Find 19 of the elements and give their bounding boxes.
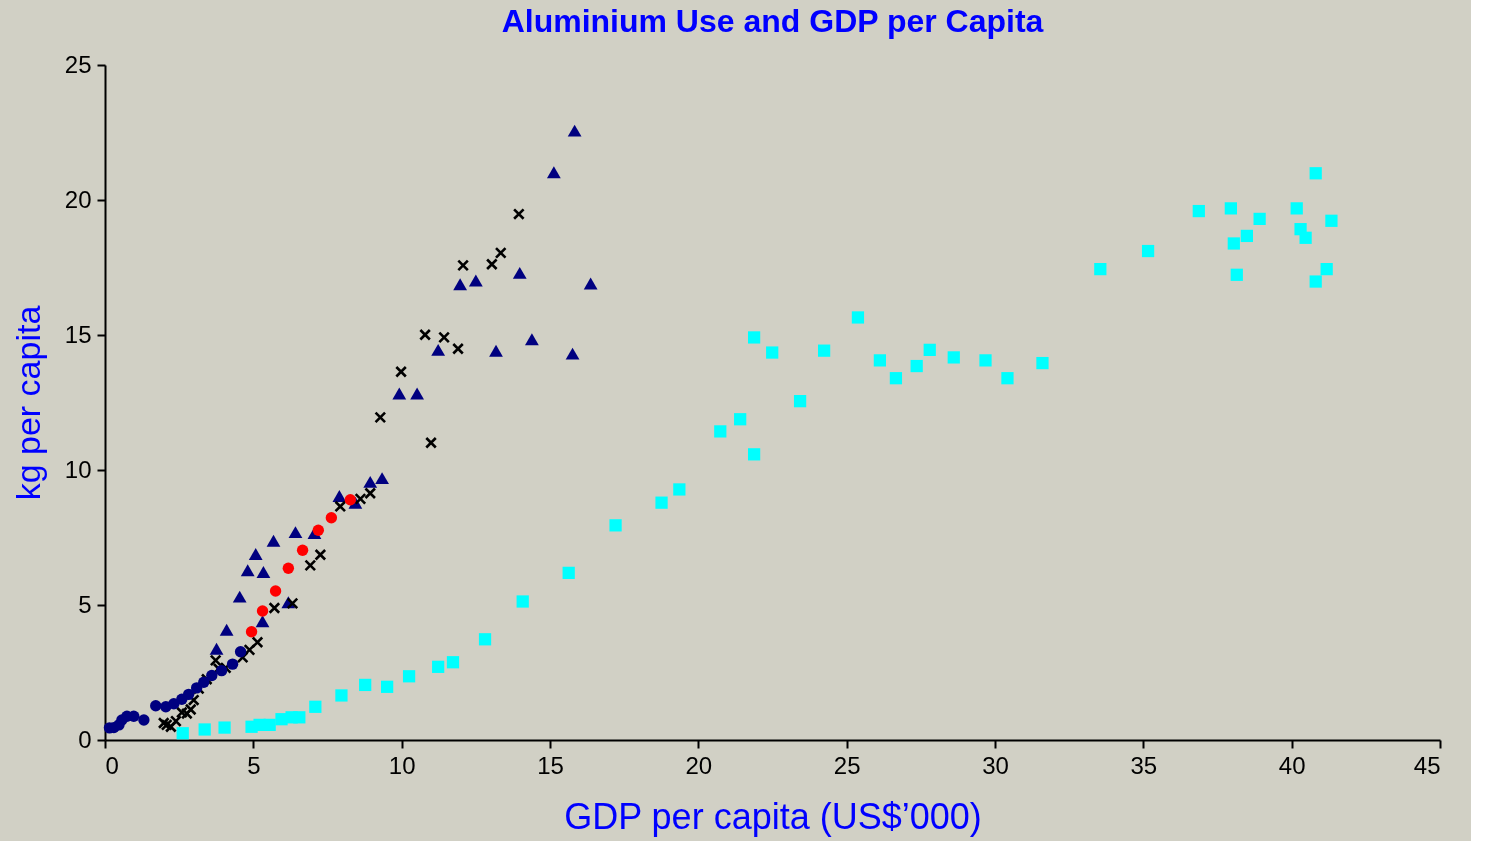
x-tick-label: 0 <box>105 751 119 779</box>
y-tick-label: 5 <box>78 590 92 618</box>
x-tick-label: 35 <box>1130 751 1158 779</box>
y-axis-title: kg per capita <box>8 305 47 501</box>
x-tick-label: 10 <box>388 751 416 779</box>
x-tick-label: 45 <box>1413 751 1441 779</box>
y-tick-label: 20 <box>64 185 92 213</box>
x-tick-label: 15 <box>537 751 564 779</box>
x-tick-label: 30 <box>982 751 1009 779</box>
x-tick-label: 20 <box>685 751 713 779</box>
x-tick-label: 5 <box>247 751 261 779</box>
x-axis-title: GDP per capita (US$’000) <box>564 795 982 837</box>
chart-title: Aluminium Use and GDP per Capita <box>501 3 1044 39</box>
y-tick-label: 25 <box>64 50 92 78</box>
x-tick-label: 25 <box>833 751 861 779</box>
y-tick-label: 0 <box>78 725 92 753</box>
y-tick-label: 15 <box>64 320 92 348</box>
y-tick-label: 10 <box>64 455 92 483</box>
x-tick-label: 40 <box>1278 751 1306 779</box>
